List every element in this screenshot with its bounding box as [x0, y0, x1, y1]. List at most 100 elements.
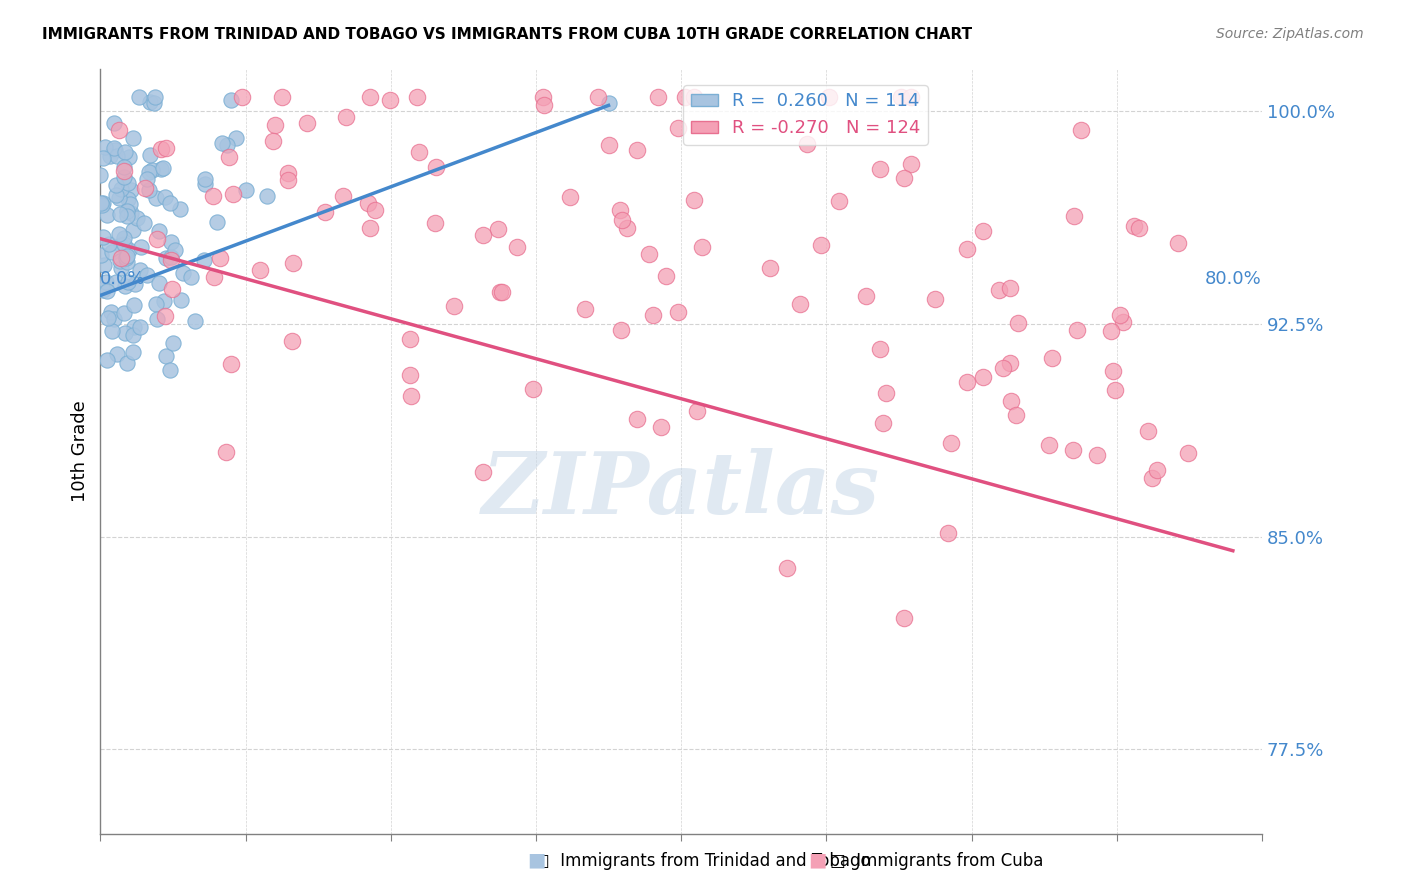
Point [1128, 220, 1150, 235]
Point [686, 404, 709, 418]
Point [117, 176, 139, 190]
Point [936, 525, 959, 540]
Text: 0.0%: 0.0% [100, 270, 146, 288]
Point [100, 305, 122, 319]
Point [114, 278, 136, 293]
Point [471, 228, 494, 243]
Point [121, 327, 143, 342]
Point [152, 161, 174, 176]
Point [98, 236, 121, 251]
Point [890, 90, 912, 104]
Point [789, 297, 811, 311]
Point [219, 358, 242, 372]
Text: □  Immigrants from Trinidad and Tobago: □ Immigrants from Trinidad and Tobago [534, 852, 870, 870]
Point [988, 283, 1011, 297]
Point [91, 198, 114, 212]
Point [155, 251, 177, 265]
Point [690, 240, 713, 254]
Point [1112, 315, 1135, 329]
Point [574, 302, 596, 317]
Point [96, 275, 118, 289]
Point [249, 262, 271, 277]
Point [121, 223, 143, 237]
Point [1122, 219, 1144, 233]
Point [225, 131, 247, 145]
Point [855, 289, 877, 303]
Point [900, 156, 922, 170]
Point [112, 170, 135, 185]
Point [818, 90, 841, 104]
Point [208, 251, 231, 265]
Point [110, 237, 132, 252]
Point [1177, 446, 1199, 460]
Point [139, 95, 162, 110]
Point [115, 252, 138, 266]
Point [491, 285, 513, 300]
Point [127, 211, 149, 225]
Point [120, 183, 142, 197]
Point [359, 220, 381, 235]
Point [145, 191, 167, 205]
Point [194, 177, 217, 191]
Point [159, 195, 181, 210]
Point [115, 204, 138, 219]
Point [103, 141, 125, 155]
Point [1038, 438, 1060, 452]
Point [205, 215, 228, 229]
Point [796, 137, 818, 152]
Point [626, 412, 648, 426]
Point [488, 285, 510, 299]
Point [129, 319, 152, 334]
Point [264, 118, 287, 132]
Point [211, 136, 233, 150]
Point [98, 149, 121, 163]
Point [93, 140, 115, 154]
Point [124, 298, 146, 312]
Point [215, 137, 238, 152]
Point [107, 149, 129, 163]
Point [143, 95, 166, 110]
Point [155, 349, 177, 363]
Point [998, 356, 1021, 370]
Point [1146, 463, 1168, 477]
Point [443, 300, 465, 314]
Point [93, 151, 115, 165]
Point [998, 281, 1021, 295]
Point [357, 196, 380, 211]
Point [647, 90, 669, 104]
Point [1040, 351, 1063, 365]
Point [153, 293, 176, 308]
Point [666, 121, 689, 136]
Point [401, 389, 423, 403]
Point [146, 232, 169, 246]
Point [235, 183, 257, 197]
Point [105, 188, 128, 202]
Point [423, 216, 446, 230]
Point [1007, 316, 1029, 330]
Point [103, 312, 125, 326]
Text: IMMIGRANTS FROM TRINIDAD AND TOBAGO VS IMMIGRANTS FROM CUBA 10TH GRADE CORRELATI: IMMIGRANTS FROM TRINIDAD AND TOBAGO VS I… [42, 27, 973, 42]
Point [218, 150, 240, 164]
Point [1085, 448, 1108, 462]
Point [117, 203, 139, 218]
Point [159, 252, 181, 267]
Point [169, 202, 191, 217]
Point [117, 192, 139, 206]
Point [110, 251, 132, 265]
Point [281, 334, 304, 348]
Point [105, 347, 128, 361]
Point [104, 178, 127, 192]
Point [112, 160, 135, 174]
Point [145, 297, 167, 311]
Point [610, 323, 633, 337]
Point [1005, 409, 1028, 423]
Point [875, 386, 897, 401]
Point [598, 95, 620, 110]
Point [900, 90, 922, 104]
Point [1136, 424, 1159, 438]
Text: □  Immigrants from Cuba: □ Immigrants from Cuba [830, 852, 1043, 870]
Point [91, 284, 114, 298]
Point [758, 261, 780, 276]
Point [939, 436, 962, 450]
Text: ■: ■ [527, 851, 546, 870]
